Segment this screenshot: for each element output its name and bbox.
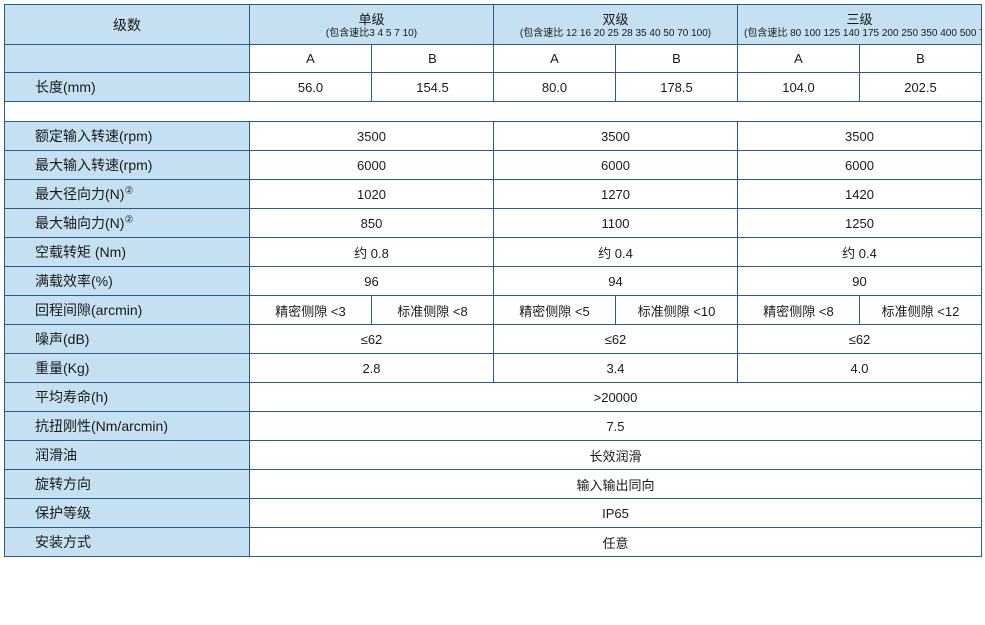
weight-s2: 3.4	[494, 354, 738, 383]
length-s1a: 56.0	[250, 73, 372, 102]
noise-s2: ≤62	[494, 325, 738, 354]
weight-s3: 4.0	[738, 354, 982, 383]
spacer	[5, 102, 982, 122]
noload-s3: 约 0.4	[738, 238, 982, 267]
s1-colA: A	[250, 45, 372, 73]
noload-s1: 约 0.8	[250, 238, 494, 267]
protection-label: 保护等级	[5, 499, 250, 528]
length-s3b: 202.5	[860, 73, 982, 102]
s1-colB: B	[372, 45, 494, 73]
max-axial-sup: ②	[124, 214, 133, 225]
max-speed-label: 最大输入转速(rpm)	[5, 151, 250, 180]
s3-colA: A	[738, 45, 860, 73]
mounting-label: 安装方式	[5, 528, 250, 557]
ab-row-label	[5, 45, 250, 73]
length-s2b: 178.5	[616, 73, 738, 102]
efficiency-s3: 90	[738, 267, 982, 296]
protection-all: IP65	[250, 499, 982, 528]
stage1-title: 单级	[256, 9, 487, 28]
noload-s2: 约 0.4	[494, 238, 738, 267]
stage1-header: 单级 (包含速比3 4 5 7 10)	[250, 5, 494, 45]
spec-table: 级数 单级 (包含速比3 4 5 7 10) 双级 (包含速比 12 16 20…	[4, 4, 982, 557]
efficiency-label: 满载效率(%)	[5, 267, 250, 296]
s2-colA: A	[494, 45, 616, 73]
efficiency-s1: 96	[250, 267, 494, 296]
backlash-s2a: 精密侧隙 <5	[494, 296, 616, 325]
torsional-all: 7.5	[250, 412, 982, 441]
s2-colB: B	[616, 45, 738, 73]
max-axial-s3: 1250	[738, 209, 982, 238]
noload-label: 空载转矩 (Nm)	[5, 238, 250, 267]
rated-speed-s3: 3500	[738, 122, 982, 151]
noise-s1: ≤62	[250, 325, 494, 354]
stage3-sub: (包含速比 80 100 125 140 175 200 250 350 400…	[744, 28, 975, 40]
max-radial-sup: ②	[124, 185, 133, 196]
lube-label: 润滑油	[5, 441, 250, 470]
stage3-header: 三级 (包含速比 80 100 125 140 175 200 250 350 …	[738, 5, 982, 45]
backlash-s1b: 标准侧隙 <8	[372, 296, 494, 325]
backlash-s3a: 精密侧隙 <8	[738, 296, 860, 325]
rotation-all: 输入输出同向	[250, 470, 982, 499]
max-speed-s1: 6000	[250, 151, 494, 180]
stage2-title: 双级	[500, 9, 731, 28]
rated-speed-s2: 3500	[494, 122, 738, 151]
stages-label: 级数	[5, 5, 250, 45]
stage2-sub: (包含速比 12 16 20 25 28 35 40 50 70 100)	[500, 28, 731, 40]
length-s3a: 104.0	[738, 73, 860, 102]
max-radial-label: 最大径向力(N)②	[5, 180, 250, 209]
stage3-title: 三级	[744, 9, 975, 28]
stage1-sub: (包含速比3 4 5 7 10)	[256, 28, 487, 40]
noise-label: 噪声(dB)	[5, 325, 250, 354]
max-speed-s2: 6000	[494, 151, 738, 180]
life-label: 平均寿命(h)	[5, 383, 250, 412]
max-radial-s1: 1020	[250, 180, 494, 209]
noise-s3: ≤62	[738, 325, 982, 354]
life-all: >20000	[250, 383, 982, 412]
length-s2a: 80.0	[494, 73, 616, 102]
weight-s1: 2.8	[250, 354, 494, 383]
length-label: 长度(mm)	[5, 73, 250, 102]
torsional-label: 抗扭刚性(Nm/arcmin)	[5, 412, 250, 441]
backlash-label: 回程间隙(arcmin)	[5, 296, 250, 325]
rated-speed-label: 额定输入转速(rpm)	[5, 122, 250, 151]
rated-speed-s1: 3500	[250, 122, 494, 151]
max-radial-s3: 1420	[738, 180, 982, 209]
backlash-s2b: 标准侧隙 <10	[616, 296, 738, 325]
max-axial-s1: 850	[250, 209, 494, 238]
stage2-header: 双级 (包含速比 12 16 20 25 28 35 40 50 70 100)	[494, 5, 738, 45]
rotation-label: 旋转方向	[5, 470, 250, 499]
max-radial-label-text: 最大径向力(N)	[35, 186, 124, 202]
length-s1b: 154.5	[372, 73, 494, 102]
backlash-s1a: 精密侧隙 <3	[250, 296, 372, 325]
max-axial-label-text: 最大轴向力(N)	[35, 215, 124, 231]
max-axial-s2: 1100	[494, 209, 738, 238]
max-axial-label: 最大轴向力(N)②	[5, 209, 250, 238]
max-radial-s2: 1270	[494, 180, 738, 209]
efficiency-s2: 94	[494, 267, 738, 296]
backlash-s3b: 标准侧隙 <12	[860, 296, 982, 325]
lube-all: 长效润滑	[250, 441, 982, 470]
s3-colB: B	[860, 45, 982, 73]
weight-label: 重量(Kg)	[5, 354, 250, 383]
mounting-all: 任意	[250, 528, 982, 557]
max-speed-s3: 6000	[738, 151, 982, 180]
